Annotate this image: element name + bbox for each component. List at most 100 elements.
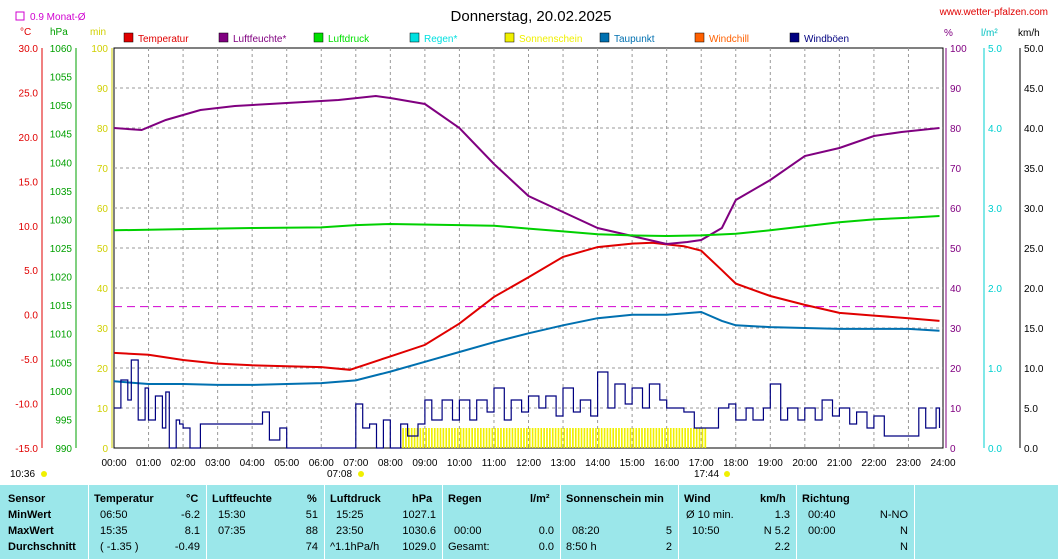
sunshine-bar	[655, 428, 658, 448]
temp-value: -0.49	[174, 541, 200, 553]
sunshine-bar	[563, 428, 566, 448]
dir-value: N-NO	[879, 509, 908, 521]
sunshine-bar	[433, 428, 436, 448]
row-label: MinWert	[8, 509, 52, 521]
rain-tick-label: 0.0	[988, 444, 1002, 455]
sunshine-bar	[661, 428, 663, 448]
sunshine-bar	[477, 428, 479, 448]
press-time: 23:50	[336, 525, 364, 537]
sunshine-bar	[606, 428, 609, 448]
sunshine-bar	[644, 428, 646, 448]
rain-tick-label: 5.0	[988, 44, 1002, 55]
sunshine-bar	[690, 428, 692, 448]
rain-tick-label: 2.0	[988, 284, 1002, 295]
sunshine-bar	[520, 428, 522, 448]
wind-tick-label: 10.0	[1024, 364, 1044, 375]
x-tick-label: 17:00	[689, 458, 714, 469]
percent-unit: %	[944, 28, 953, 39]
sunshine-bar	[546, 428, 548, 448]
press-value: 1029.0	[402, 541, 436, 553]
sunshine-bar	[479, 428, 482, 448]
sunshine-bar	[597, 428, 600, 448]
dir-value: N	[900, 525, 908, 537]
temp-time: ( -1.35 )	[100, 541, 139, 553]
x-tick-label: 09:00	[412, 458, 437, 469]
sunshine-bar	[505, 428, 508, 448]
minutes-unit: min	[90, 27, 106, 38]
legend-swatch	[694, 32, 705, 43]
sunshine-bar	[572, 428, 574, 448]
temp-value: 8.1	[184, 525, 200, 537]
sunshine-bar	[422, 428, 425, 448]
hdr-dir: Richtung	[802, 493, 850, 505]
sunshine-bar	[695, 428, 698, 448]
sunshine-bar	[586, 428, 589, 448]
percent-tick-label: 80	[950, 124, 962, 135]
sunshine-bar	[514, 428, 517, 448]
legend-swatch	[218, 32, 229, 43]
temp-time: 06:50	[100, 509, 128, 521]
sunshine-bar	[445, 428, 448, 448]
sunshine-bar	[497, 428, 499, 448]
x-tick-label: 04:00	[240, 458, 265, 469]
temp-time: 15:35	[100, 525, 128, 537]
minutes-tick-label: 80	[97, 124, 109, 135]
sunshine-bar	[439, 428, 442, 448]
x-tick-label: 24:00	[930, 458, 955, 469]
sunshine-bar	[531, 428, 534, 448]
sunshine-bar	[566, 428, 568, 448]
sunshine-bar	[523, 428, 525, 448]
x-tick-label: 12:00	[516, 458, 541, 469]
sunshine-bar	[692, 428, 695, 448]
site-link[interactable]: www.wetter-pfalzen.com	[939, 7, 1048, 18]
x-tick-label: 21:00	[827, 458, 852, 469]
series-taupunkt	[113, 310, 940, 386]
wind-value: 2.2	[774, 541, 790, 553]
x-tick-label: 15:00	[620, 458, 645, 469]
sunshine-bar	[485, 428, 488, 448]
rain-tick-label: 3.0	[988, 204, 1002, 215]
sunshine-bar	[474, 428, 476, 448]
temp-tick-label: -5.0	[21, 355, 39, 366]
percent-tick-label: 0	[950, 444, 956, 455]
minutes-tick-label: 90	[97, 84, 109, 95]
rain-unit: l/m²	[981, 28, 998, 39]
hum-value: 51	[305, 509, 318, 521]
temp-tick-label: 10.0	[19, 222, 39, 233]
pressure-tick-label: 1030	[50, 215, 73, 226]
sun-time: 08:20	[572, 525, 600, 537]
legend-label: Windböen	[804, 34, 849, 45]
sunshine-bar	[436, 428, 439, 448]
sunshine-bar	[669, 428, 672, 448]
sunshine-bar	[502, 428, 505, 448]
legend-label: Taupunkt	[614, 34, 655, 45]
hdr-hum-unit: %	[307, 493, 317, 505]
hdr-rain-unit: l/m²	[530, 493, 550, 505]
legend-swatch	[123, 32, 134, 43]
sunshine-bar	[603, 428, 606, 448]
sunshine-bar	[583, 428, 586, 448]
x-tick-label: 07:00	[343, 458, 368, 469]
series-windben	[114, 359, 941, 449]
sunshine-bar	[704, 428, 707, 448]
pressure-tick-label: 1055	[50, 73, 73, 84]
x-tick-label: 18:00	[723, 458, 748, 469]
legend-label: Regen*	[424, 34, 457, 45]
sunshine-bar	[623, 428, 626, 448]
hdr-temp-unit: °C	[186, 493, 199, 505]
legend-swatch	[789, 32, 800, 43]
wind-time: 10:50	[692, 525, 720, 537]
sunshine-bar	[551, 428, 554, 448]
sunshine-bars	[402, 428, 707, 448]
minutes-tick-label: 0	[102, 444, 108, 455]
hdr-press-unit: hPa	[412, 493, 433, 505]
temp-unit: °C	[20, 27, 31, 38]
legend-swatch	[599, 32, 610, 43]
x-tick-label: 16:00	[654, 458, 679, 469]
wind-tick-label: 45.0	[1024, 84, 1044, 95]
sunshine-bar	[540, 428, 543, 448]
rain-value: 0.0	[538, 525, 554, 537]
pressure-unit: hPa	[50, 27, 68, 38]
hum-time: 15:30	[218, 509, 246, 521]
wind-time: Ø 10 min.	[686, 509, 734, 521]
